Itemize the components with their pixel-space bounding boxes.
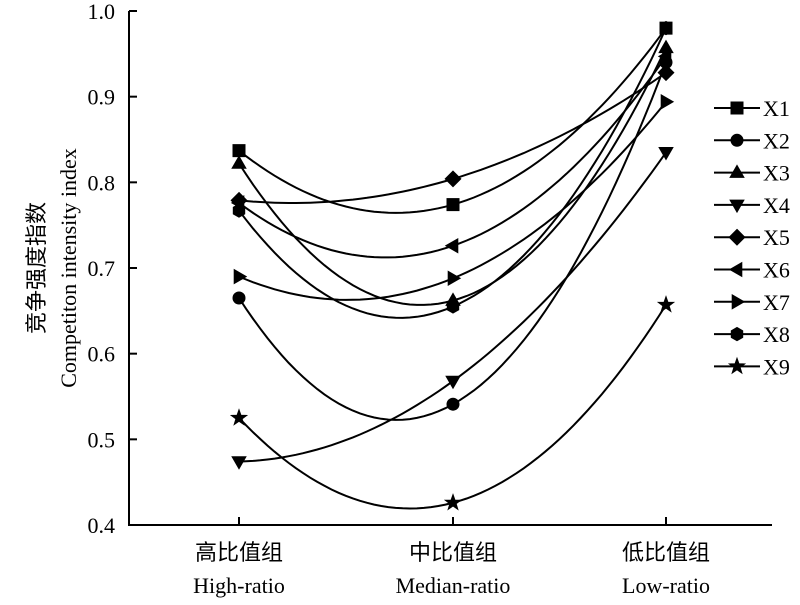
data-point-x4 — [658, 147, 674, 161]
y-tick-label: 0.7 — [88, 256, 116, 281]
legend-label-x8: X8 — [763, 322, 790, 347]
legend-marker-x4 — [729, 199, 745, 214]
legend-label-x9: X9 — [763, 354, 790, 379]
y-tick-label: 0.9 — [88, 85, 116, 110]
y-ticks: 0.4 0.5 0.6 0.7 0.8 0.9 1.0 — [88, 0, 137, 538]
legend-marker-x7 — [731, 294, 746, 310]
data-point-x8 — [446, 299, 460, 314]
data-point-x6 — [657, 48, 672, 65]
x-tick-label-en: Low-ratio — [622, 573, 710, 598]
legend-label-x3: X3 — [763, 161, 790, 186]
data-point-x9 — [229, 408, 249, 426]
series-lines — [238, 27, 667, 510]
legend-label-x4: X4 — [763, 193, 790, 218]
data-point-x7 — [447, 270, 462, 287]
data-point-x6 — [444, 237, 459, 254]
y-tick-label: 0.4 — [88, 513, 116, 538]
y-tick-label: 1.0 — [88, 0, 116, 24]
legend-marker-x9 — [727, 356, 747, 375]
legend-marker-x2 — [730, 133, 744, 147]
x-tick-label-en: High-ratio — [193, 573, 285, 598]
y-tick-label: 0.5 — [88, 427, 116, 452]
data-point-x1 — [446, 198, 460, 212]
y-tick-label: 0.6 — [88, 342, 116, 367]
legend-marker-x8 — [730, 326, 744, 342]
data-point-x4 — [445, 375, 461, 390]
legend-label-x5: X5 — [763, 225, 790, 250]
x-tick-label-zh: 低比值组 — [622, 541, 710, 566]
legend-marker-x6 — [728, 261, 743, 278]
data-point-x5 — [444, 170, 462, 188]
legend-marker-x1 — [730, 101, 744, 115]
legend-label-x7: X7 — [763, 290, 790, 315]
x-tick-label-zh: 中比值组 — [409, 541, 497, 566]
legend-label-x2: X2 — [763, 128, 790, 153]
data-point-x4 — [231, 456, 247, 470]
data-point-x7 — [660, 94, 675, 110]
data-point-x8 — [232, 203, 246, 218]
data-point-x1 — [232, 144, 246, 158]
x-tick-label-en: Median-ratio — [396, 573, 511, 598]
data-point-x9 — [656, 295, 676, 313]
data-point-x5 — [657, 64, 675, 82]
series-line-x6 — [238, 55, 667, 259]
x-ticks: 高比值组 High-ratio 中比值组 Median-ratio 低比值组 Low-ra… — [193, 517, 710, 598]
legend-label-x1: X1 — [763, 96, 790, 121]
x-tick-label-zh: 高比值组 — [195, 541, 283, 566]
legend-marker-x3 — [729, 164, 745, 178]
series-markers — [229, 20, 676, 511]
data-point-x7 — [233, 268, 248, 285]
axes — [128, 11, 772, 526]
legend-label-x6: X6 — [763, 258, 790, 283]
legend: X1 X2 X3 X4 X5 X6 X7 X8 X9 — [714, 96, 790, 379]
legend-marker-x5 — [728, 228, 746, 246]
data-point-x8 — [659, 20, 673, 36]
data-point-x3 — [231, 155, 247, 169]
data-point-x2 — [446, 397, 460, 411]
data-point-x2 — [232, 291, 246, 305]
y-axis-title-zh: 竞争强度指数 — [25, 202, 50, 334]
data-point-x9 — [443, 493, 463, 511]
y-axis-title-en: Competiton intensity index — [56, 148, 81, 388]
y-tick-label: 0.8 — [88, 170, 116, 195]
